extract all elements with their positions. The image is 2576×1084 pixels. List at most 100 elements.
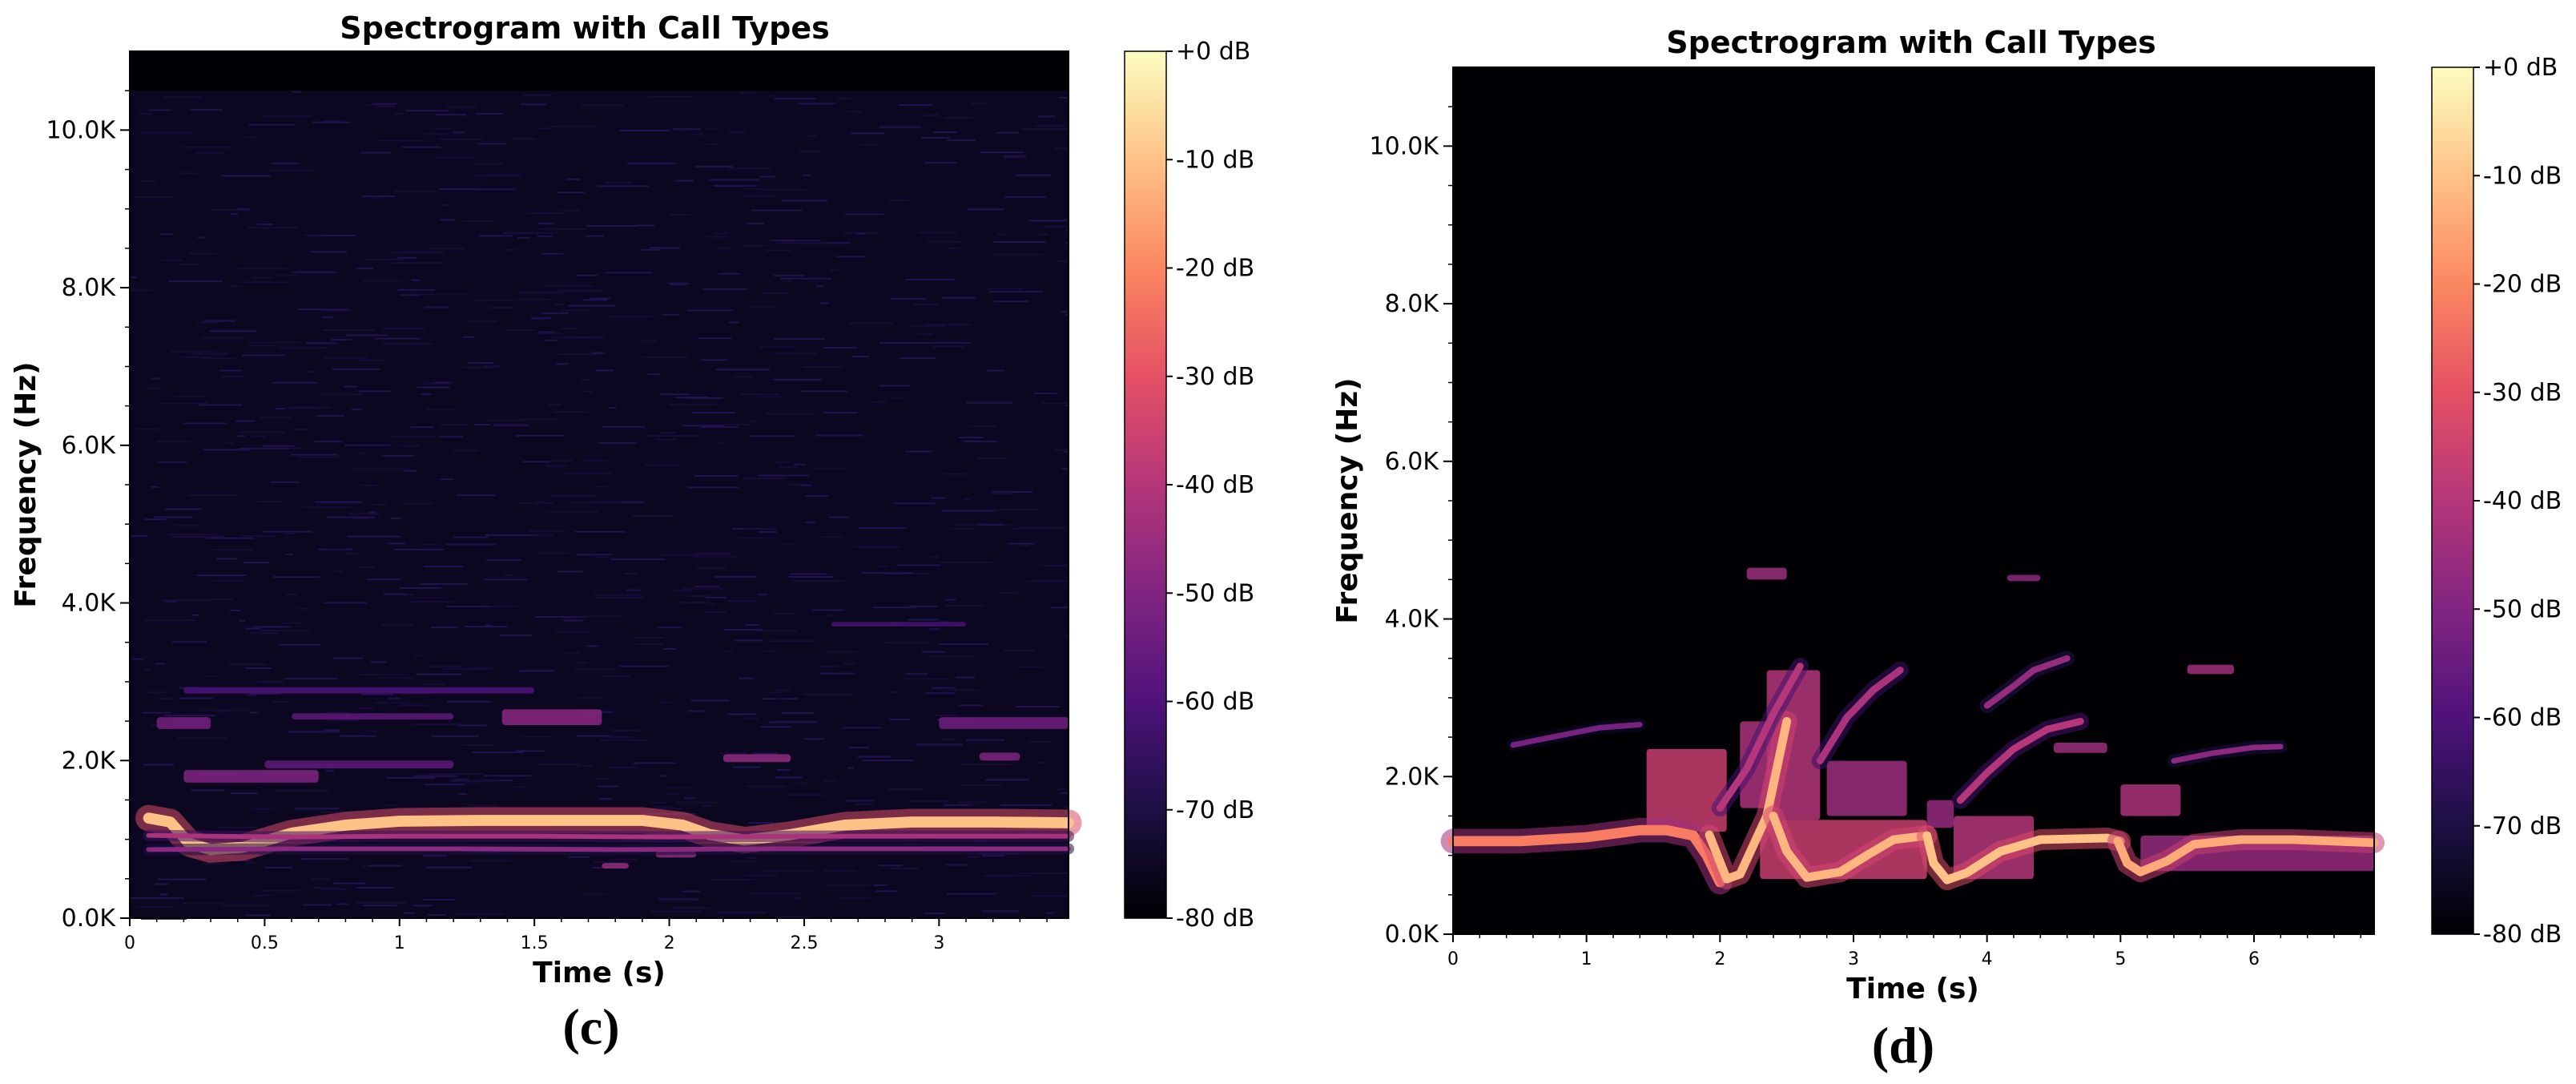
noise-streak xyxy=(325,770,335,772)
call-contour xyxy=(1705,716,1792,884)
noise-streak xyxy=(981,910,1020,913)
noise-streak xyxy=(464,626,508,628)
noise-streak xyxy=(966,401,1012,404)
noise-streak xyxy=(521,418,558,421)
noise-streak xyxy=(362,195,396,198)
noise-streak xyxy=(694,475,739,478)
y-tick-label: 2.0K xyxy=(1385,763,1440,791)
noise-streak xyxy=(398,445,421,447)
noise-streak xyxy=(423,855,449,857)
noise-streak xyxy=(917,333,934,336)
noise-streak xyxy=(597,185,649,187)
colorbar-label: -20 dB xyxy=(1176,255,1254,283)
noise-streak xyxy=(240,535,276,538)
noise-streak xyxy=(576,735,611,737)
noise-streak xyxy=(1056,260,1068,263)
noise-streak xyxy=(1008,542,1035,545)
noise-streak xyxy=(421,683,445,686)
noise-streak xyxy=(504,248,517,251)
noise-streak xyxy=(462,220,495,223)
noise-streak xyxy=(599,798,612,800)
noise-streak xyxy=(453,536,489,538)
noise-streak xyxy=(662,313,679,316)
noise-streak xyxy=(171,350,218,353)
noise-streak xyxy=(389,262,442,264)
noise-streak xyxy=(719,752,747,755)
noise-streak xyxy=(347,535,401,538)
noise-streak xyxy=(375,106,396,108)
noise-streak xyxy=(236,435,245,437)
noise-streak xyxy=(732,376,753,378)
noise-streak xyxy=(743,478,787,480)
noise-streak xyxy=(399,586,442,589)
noise-streak xyxy=(439,436,463,438)
noise-streak xyxy=(602,425,646,428)
noise-streak xyxy=(409,600,453,602)
noise-streak xyxy=(305,342,337,345)
colorbar-label: +0 dB xyxy=(1176,38,1250,66)
noise-streak xyxy=(944,117,974,119)
noise-streak xyxy=(762,292,789,295)
noise-streak xyxy=(749,435,795,437)
noise-streak xyxy=(191,789,224,792)
noise-streak xyxy=(1004,195,1047,198)
noise-streak xyxy=(775,697,784,699)
noise-streak xyxy=(197,709,250,711)
noise-streak xyxy=(288,731,340,733)
noise-streak xyxy=(684,797,696,800)
noise-streak xyxy=(183,422,227,425)
noise-streak xyxy=(431,735,479,737)
noise-streak xyxy=(174,395,207,397)
noise-streak xyxy=(741,244,767,247)
noise-streak xyxy=(377,139,425,142)
noise-streak xyxy=(718,272,740,275)
noise-streak xyxy=(324,729,340,731)
noise-streak xyxy=(425,866,473,868)
noise-streak xyxy=(929,556,940,558)
noise-streak xyxy=(466,320,498,322)
noise-streak xyxy=(776,769,791,772)
noise-streak xyxy=(503,574,513,576)
noise-streak xyxy=(887,788,925,791)
noise-streak xyxy=(690,133,704,135)
noise-streak xyxy=(739,91,757,94)
noise-streak xyxy=(275,789,329,792)
noise-streak xyxy=(597,785,619,788)
noise-streak xyxy=(619,129,670,131)
colorbar-label: -60 dB xyxy=(2483,704,2562,732)
noise-streak xyxy=(177,737,227,739)
noise-streak xyxy=(575,765,594,768)
noise-streak xyxy=(517,502,553,505)
noise-streak xyxy=(308,234,356,236)
noise-streak xyxy=(1036,233,1049,236)
colorbar-label: -30 dB xyxy=(1176,363,1254,391)
noise-streak xyxy=(190,109,223,111)
noise-streak xyxy=(756,396,783,398)
noise-streak xyxy=(357,566,376,569)
noise-streak xyxy=(727,600,757,602)
noise-streak xyxy=(179,172,197,175)
x-tick-label: 2 xyxy=(664,933,675,953)
noise-streak xyxy=(351,409,362,411)
noise-streak xyxy=(689,553,731,555)
noise-streak xyxy=(171,641,207,643)
noise-streak xyxy=(582,893,608,895)
noise-streak xyxy=(793,897,802,900)
noise-streak xyxy=(397,288,436,291)
noise-streak xyxy=(783,542,794,545)
noise-streak xyxy=(859,143,878,146)
noise-streak xyxy=(457,724,487,727)
noise-streak xyxy=(398,704,429,707)
noise-streak xyxy=(180,356,211,358)
spectral-patch xyxy=(1646,748,1727,832)
noise-streak xyxy=(374,702,409,704)
noise-streak xyxy=(659,701,672,703)
noise-streak xyxy=(748,822,774,824)
noise-streak xyxy=(823,780,838,782)
noise-streak xyxy=(400,294,421,296)
noise-streak xyxy=(988,291,1043,293)
noise-streak xyxy=(650,802,666,804)
noise-streak xyxy=(143,518,167,521)
noise-streak xyxy=(413,775,457,777)
noise-streak xyxy=(633,762,676,764)
